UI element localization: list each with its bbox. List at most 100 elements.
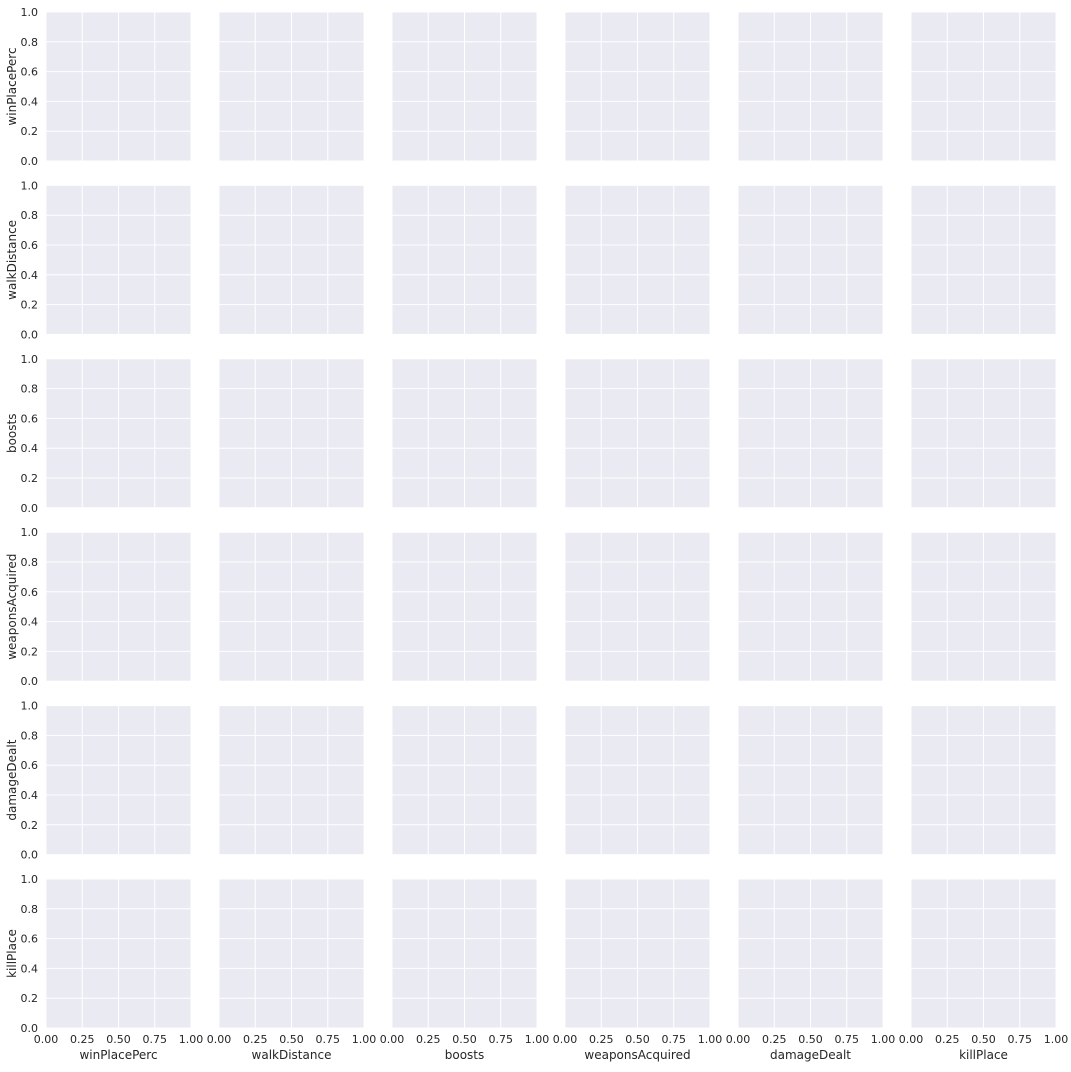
y-tick-label: 0.8 bbox=[21, 383, 39, 396]
y-axis-label-damageDealt: damageDealt bbox=[5, 739, 19, 820]
panel-boosts-vs-boosts bbox=[391, 358, 538, 509]
panel-winPlacePerc-vs-damageDealt bbox=[737, 11, 884, 162]
panel-walkDistance-vs-weaponsAcquired bbox=[564, 184, 711, 335]
x-tick-label: 0.50 bbox=[279, 1033, 304, 1046]
y-axis-label-winPlacePerc: winPlacePerc bbox=[5, 47, 19, 125]
x-tick-label: 0.25 bbox=[243, 1033, 268, 1046]
x-tick-label: 0.50 bbox=[106, 1033, 131, 1046]
y-tick-label: 0.4 bbox=[21, 95, 39, 108]
x-tick-label: 1.00 bbox=[698, 1033, 723, 1046]
y-tick-label: 0.8 bbox=[21, 903, 39, 916]
y-tick-label: 0.8 bbox=[21, 556, 39, 569]
x-tick-label: 1.00 bbox=[1044, 1033, 1069, 1046]
x-axis-label-winPlacePerc: winPlacePerc bbox=[79, 1048, 157, 1062]
panel-damageDealt-vs-winPlacePerc: 0.0 0.2 0.4 0.6 0.8 1.0 bbox=[21, 700, 192, 862]
x-tick-label: 0.00 bbox=[553, 1033, 578, 1046]
panel-damageDealt-vs-boosts bbox=[391, 705, 538, 856]
panel-winPlacePerc-vs-walkDistance bbox=[218, 11, 365, 162]
panel-winPlacePerc-vs-boosts bbox=[391, 11, 538, 162]
x-tick-label: 0.00 bbox=[726, 1033, 751, 1046]
y-axis-label-killPlace: killPlace bbox=[5, 929, 19, 978]
panel-killPlace-vs-killPlace: 0.00 0.25 0.50 0.75 1.00 bbox=[899, 878, 1069, 1046]
x-axis-label-weaponsAcquired: weaponsAcquired bbox=[584, 1048, 690, 1062]
x-tick-label: 0.50 bbox=[798, 1033, 823, 1046]
x-tick-label: 0.25 bbox=[935, 1033, 960, 1046]
y-tick-label: 0.6 bbox=[21, 586, 39, 599]
y-tick-label: 0.4 bbox=[21, 269, 39, 282]
y-tick-label: 0.2 bbox=[21, 819, 39, 832]
x-tick-label: 0.75 bbox=[316, 1033, 341, 1046]
y-tick-label: 0.6 bbox=[21, 759, 39, 772]
x-tick-label: 0.00 bbox=[380, 1033, 405, 1046]
x-tick-label: 1.00 bbox=[179, 1033, 204, 1046]
y-tick-label: 0.8 bbox=[21, 209, 39, 222]
panel-winPlacePerc-vs-weaponsAcquired bbox=[564, 11, 711, 162]
x-tick-label: 0.00 bbox=[207, 1033, 232, 1046]
y-tick-label: 1.0 bbox=[21, 700, 39, 713]
y-tick-label: 0.6 bbox=[21, 66, 39, 79]
y-tick-label: 0.4 bbox=[21, 616, 39, 629]
panel-killPlace-vs-winPlacePerc: 0.0 0.2 0.4 0.6 0.8 1.0 0.00 0.25 0.50 0.75 1.00 bbox=[21, 873, 204, 1046]
panel-winPlacePerc-vs-winPlacePerc: 0.0 0.2 0.4 0.6 0.8 1.0 bbox=[21, 6, 192, 168]
y-tick-label: 1.0 bbox=[21, 179, 39, 192]
x-tick-label: 1.00 bbox=[352, 1033, 377, 1046]
y-tick-label: 0.2 bbox=[21, 299, 39, 312]
panel-boosts-vs-weaponsAcquired bbox=[564, 358, 711, 509]
y-tick-label: 1.0 bbox=[21, 873, 39, 886]
panel-weaponsAcquired-vs-boosts bbox=[391, 531, 538, 682]
x-tick-label: 0.00 bbox=[34, 1033, 59, 1046]
panel-boosts-vs-damageDealt bbox=[737, 358, 884, 509]
y-tick-label: 0.4 bbox=[21, 442, 39, 455]
y-tick-label: 0.6 bbox=[21, 412, 39, 425]
y-tick-label: 0.0 bbox=[21, 1022, 39, 1035]
x-tick-label: 0.75 bbox=[1008, 1033, 1033, 1046]
x-tick-label: 0.00 bbox=[899, 1033, 924, 1046]
y-tick-label: 0.0 bbox=[21, 675, 39, 688]
panel-killPlace-vs-weaponsAcquired: 0.00 0.25 0.50 0.75 1.00 bbox=[553, 878, 723, 1046]
x-tick-label: 0.75 bbox=[835, 1033, 860, 1046]
y-tick-label: 0.8 bbox=[21, 36, 39, 49]
y-tick-label: 0.0 bbox=[21, 502, 39, 515]
panel-damageDealt-vs-killPlace bbox=[910, 705, 1057, 856]
x-tick-label: 0.75 bbox=[143, 1033, 168, 1046]
x-tick-label: 0.50 bbox=[625, 1033, 650, 1046]
x-tick-label: 0.50 bbox=[971, 1033, 996, 1046]
x-tick-label: 1.00 bbox=[871, 1033, 896, 1046]
y-tick-label: 0.4 bbox=[21, 789, 39, 802]
y-tick-label: 0.0 bbox=[21, 155, 39, 168]
panel-killPlace-vs-boosts: 0.00 0.25 0.50 0.75 1.00 bbox=[380, 878, 549, 1046]
x-axis-label-killPlace: killPlace bbox=[959, 1048, 1008, 1062]
x-axis-label-boosts: boosts bbox=[445, 1048, 485, 1062]
panel-weaponsAcquired-vs-walkDistance bbox=[218, 531, 365, 682]
panel-walkDistance-vs-damageDealt bbox=[737, 184, 884, 335]
x-tick-label: 0.25 bbox=[70, 1033, 95, 1046]
x-axis-label-walkDistance: walkDistance bbox=[252, 1048, 332, 1062]
x-axis-label-damageDealt: damageDealt bbox=[770, 1048, 851, 1062]
panel-boosts-vs-walkDistance bbox=[218, 358, 365, 509]
panel-boosts-vs-killPlace bbox=[910, 358, 1057, 509]
panel-weaponsAcquired-vs-damageDealt bbox=[737, 531, 884, 682]
panel-damageDealt-vs-weaponsAcquired bbox=[564, 705, 711, 856]
y-axis-label-weaponsAcquired: weaponsAcquired bbox=[5, 554, 19, 660]
panel-winPlacePerc-vs-killPlace bbox=[910, 11, 1057, 162]
panel-walkDistance-vs-walkDistance bbox=[218, 184, 365, 335]
y-tick-label: 0.6 bbox=[21, 239, 39, 252]
panel-weaponsAcquired-vs-weaponsAcquired bbox=[564, 531, 711, 682]
panel-boosts-vs-winPlacePerc: 0.0 0.2 0.4 0.6 0.8 1.0 bbox=[21, 353, 192, 515]
panel-killPlace-vs-walkDistance: 0.00 0.25 0.50 0.75 1.00 bbox=[207, 878, 377, 1046]
panel-walkDistance-vs-winPlacePerc: 0.0 0.2 0.4 0.6 0.8 1.0 bbox=[21, 179, 192, 341]
x-tick-label: 0.25 bbox=[762, 1033, 787, 1046]
x-tick-label: 0.75 bbox=[662, 1033, 687, 1046]
panel-damageDealt-vs-walkDistance bbox=[218, 705, 365, 856]
y-axis-label-walkDistance: walkDistance bbox=[5, 220, 19, 300]
panel-weaponsAcquired-vs-killPlace bbox=[910, 531, 1057, 682]
panel-damageDealt-vs-damageDealt bbox=[737, 705, 884, 856]
y-tick-label: 0.2 bbox=[21, 992, 39, 1005]
y-tick-label: 1.0 bbox=[21, 6, 39, 19]
y-tick-label: 0.0 bbox=[21, 328, 39, 341]
y-tick-label: 0.2 bbox=[21, 645, 39, 658]
y-tick-label: 0.2 bbox=[21, 472, 39, 485]
x-tick-label: 0.75 bbox=[489, 1033, 514, 1046]
